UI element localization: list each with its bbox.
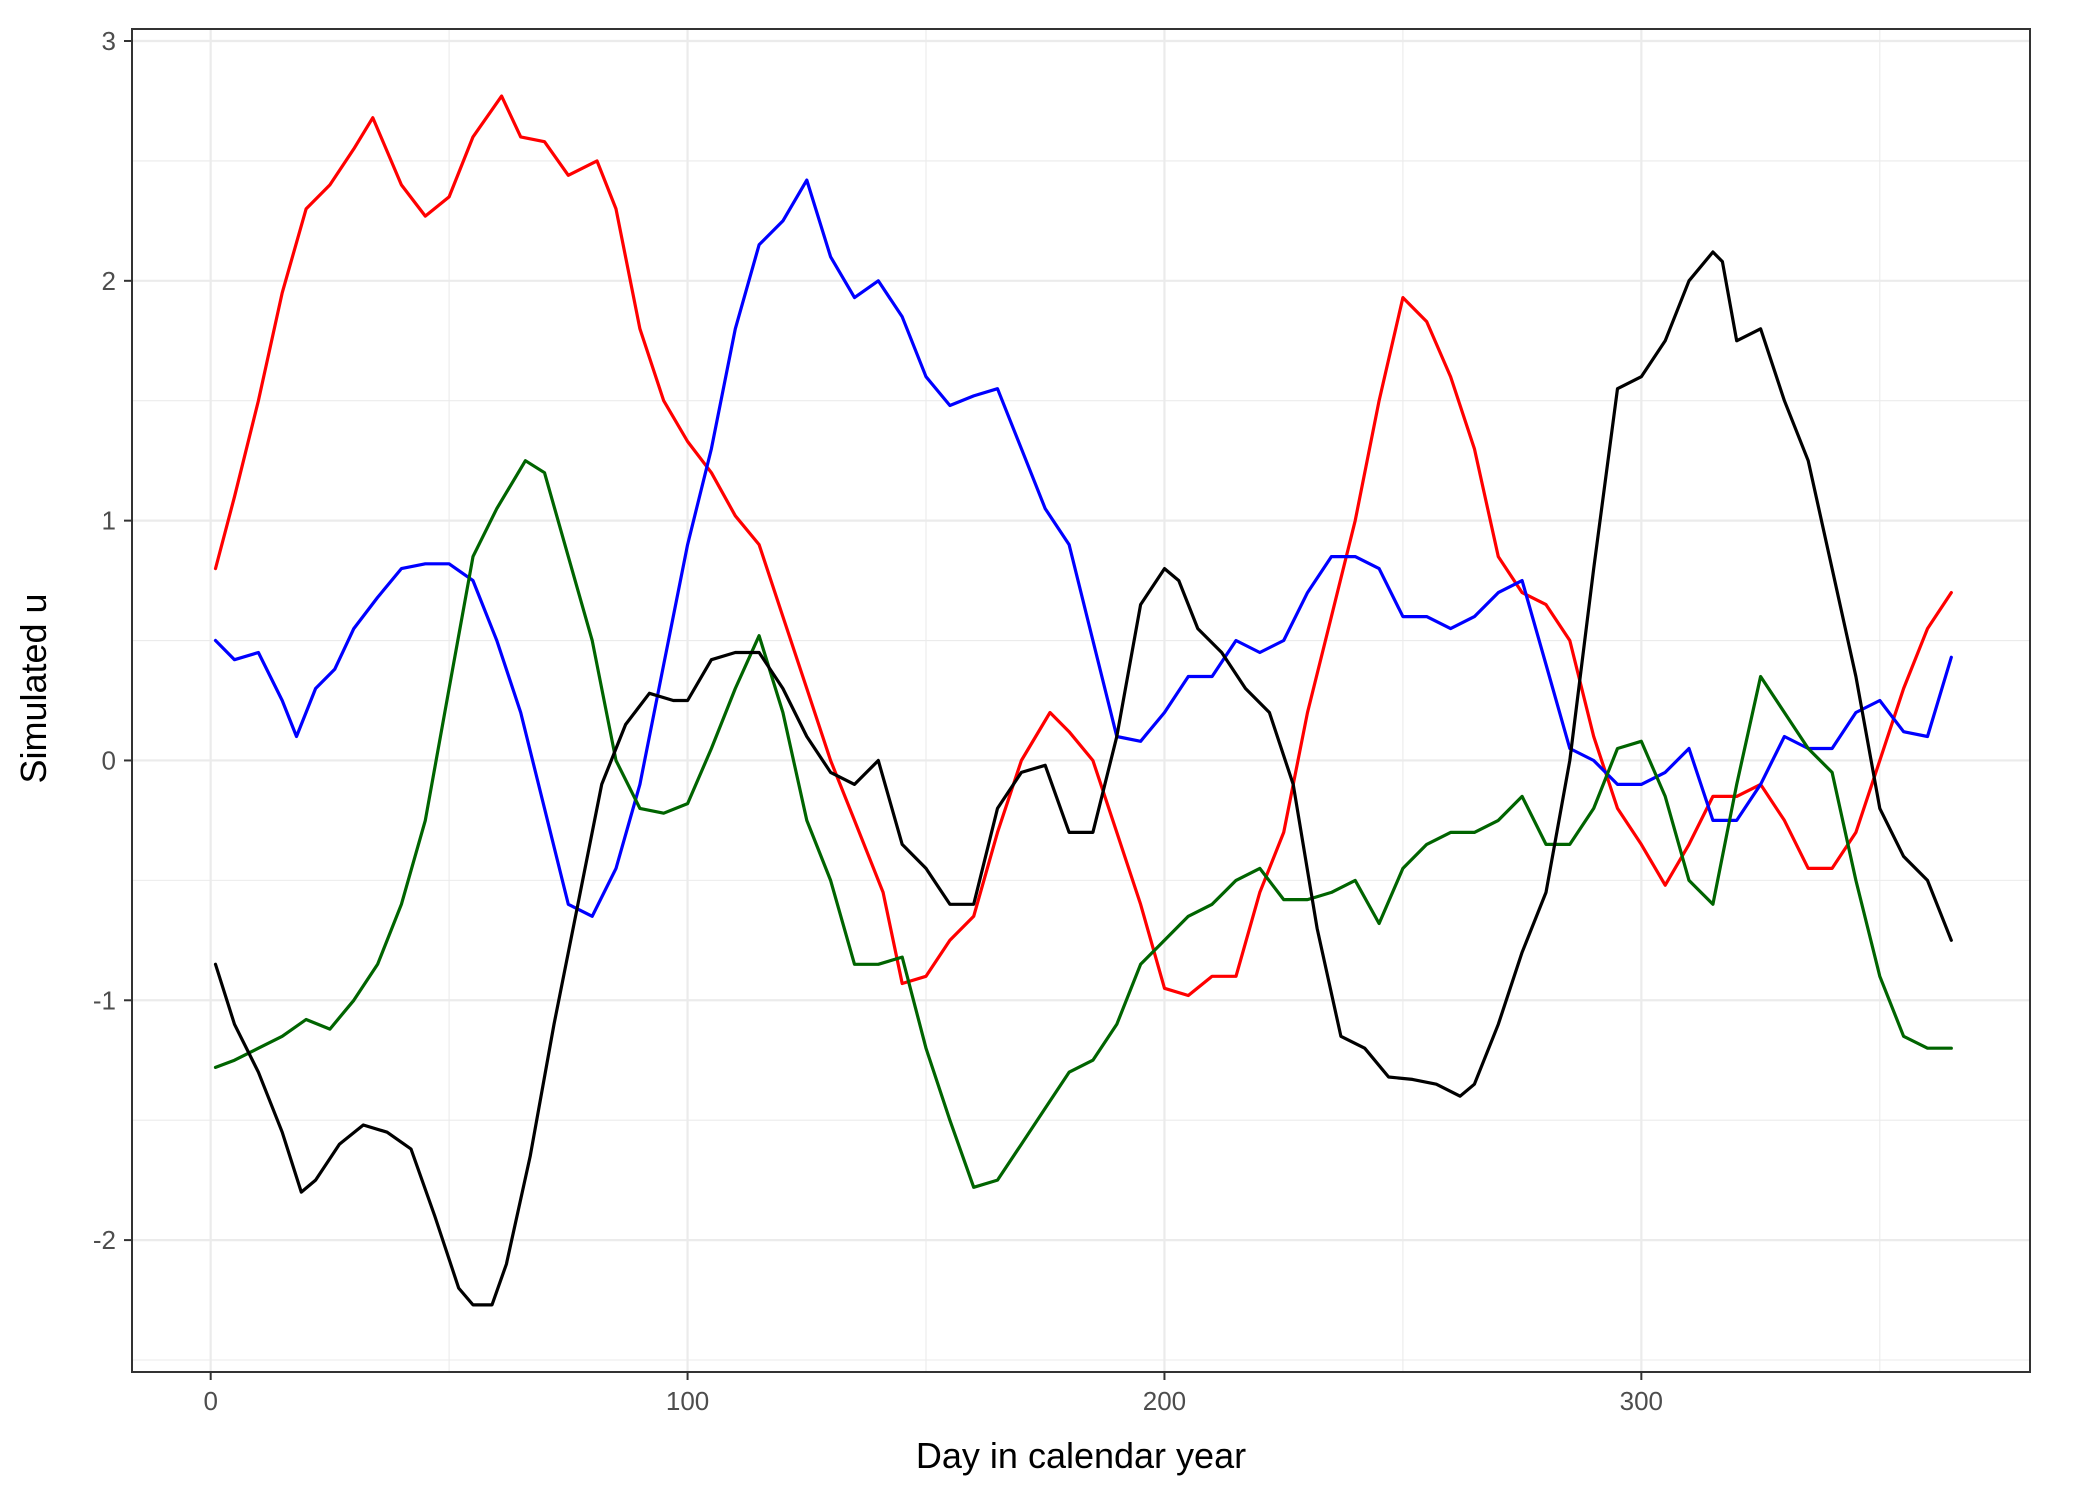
y-tick-label: 3	[102, 26, 116, 56]
series-line-4	[213, 250, 1953, 1307]
x-tick-label: 100	[666, 1386, 709, 1416]
y-tick-label: -2	[93, 1225, 116, 1255]
y-axis-title: Simulated u	[13, 593, 54, 783]
y-tick-label: 2	[102, 266, 116, 296]
x-tick-label: 0	[203, 1386, 217, 1416]
y-tick-label: -1	[93, 985, 116, 1015]
series-lines	[213, 94, 1953, 1307]
x-tick-label: 200	[1143, 1386, 1186, 1416]
series-line-1	[213, 94, 1953, 998]
series-line-3	[213, 459, 1953, 1189]
plot-panel-border	[131, 28, 2031, 1373]
x-axis-title: Day in calendar year	[916, 1435, 1246, 1476]
axes: 0 100 200 300 -2 -1 0 1 2 3	[93, 26, 1663, 1416]
y-tick-label: 1	[102, 506, 116, 536]
y-tick-label: 0	[102, 745, 116, 775]
x-tick-label: 300	[1620, 1386, 1663, 1416]
